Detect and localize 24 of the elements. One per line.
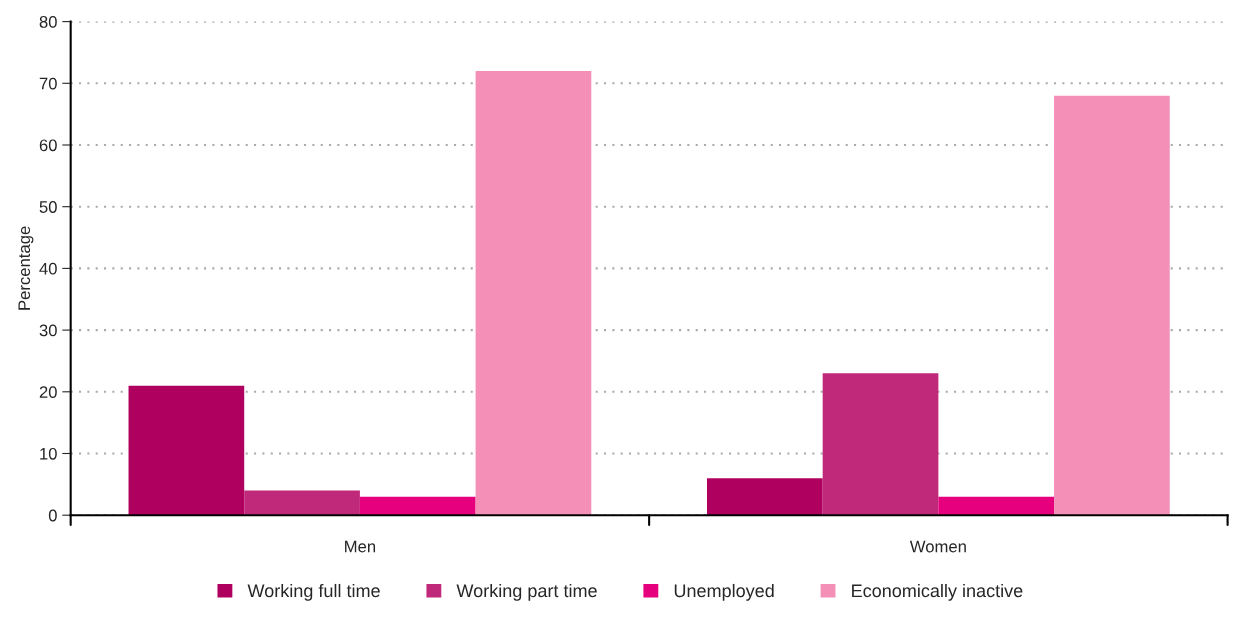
y-tick-label: 50	[39, 201, 57, 213]
y-tick-label: 0	[48, 509, 57, 522]
y-tick-label: 30	[39, 324, 57, 337]
bar	[1054, 95, 1170, 516]
legend-label: Working part time	[456, 583, 597, 601]
y-tick-label: 40	[39, 262, 57, 275]
bar	[128, 385, 245, 516]
y-tick-label: 60	[39, 139, 57, 152]
y-tick-label: 80	[39, 16, 57, 28]
bar	[359, 496, 476, 516]
bar	[822, 373, 939, 516]
y-tick-label: 70	[39, 77, 57, 90]
bar	[475, 70, 592, 516]
bar	[244, 490, 360, 516]
y-tick-label: 20	[39, 386, 57, 398]
y-axis-title: Percentage	[18, 226, 34, 310]
legend-label: Unemployed	[674, 583, 774, 601]
bar	[706, 478, 823, 516]
y-tick-label: 10	[40, 447, 57, 460]
bar	[938, 496, 1055, 516]
x-tick-label: Women	[909, 540, 966, 553]
legend-label: Working full time	[247, 583, 380, 601]
x-tick-label: Men	[345, 540, 376, 553]
legend-label: Economically inactive	[852, 583, 1023, 601]
